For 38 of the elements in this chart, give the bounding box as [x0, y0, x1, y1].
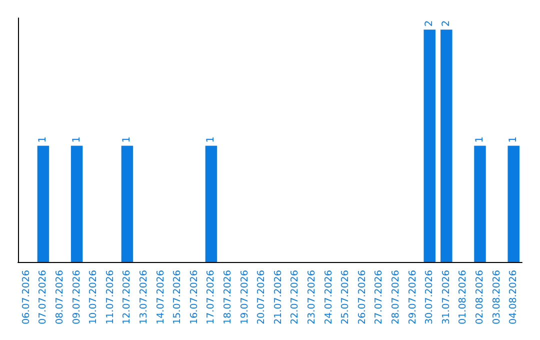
data-label: 2	[424, 20, 436, 27]
x-tick-label: 29.07.2026	[407, 270, 418, 324]
data-label: 1	[508, 136, 520, 143]
x-tick-label: 09.07.2026	[71, 270, 82, 324]
x-tick-label: 06.07.2026	[20, 270, 32, 324]
x-tick-label: 13.07.2026	[138, 270, 150, 324]
x-tick-label: 14.07.2026	[155, 270, 166, 324]
x-tick-label: 25.07.2026	[340, 270, 352, 324]
data-label: 2	[440, 20, 452, 27]
data-label: 1	[206, 136, 217, 143]
x-tick-label: 16.07.2026	[188, 270, 200, 324]
data-label: 1	[71, 136, 82, 143]
x-tick-label: 02.08.2026	[474, 270, 486, 324]
x-tick-label: 21.07.2026	[272, 270, 284, 324]
x-tick-label: 10.07.2026	[88, 270, 100, 324]
x-tick-label: 18.07.2026	[222, 270, 234, 324]
x-tick-label: 01.08.2026	[458, 270, 469, 324]
x-tick-label: 22.07.2026	[290, 270, 301, 324]
x-tick-label: 26.07.2026	[356, 270, 368, 324]
x-tick-label: 15.07.2026	[172, 270, 184, 324]
x-tick-label: 31.07.2026	[440, 270, 452, 324]
x-tick-label: 30.07.2026	[424, 270, 436, 324]
x-tick-label: 24.07.2026	[323, 270, 334, 324]
x-tick-label: 07.07.2026	[38, 270, 49, 324]
x-tick-label: 28.07.2026	[390, 270, 402, 324]
x-tick-label: 20.07.2026	[256, 270, 268, 324]
x-tick-label: 23.07.2026	[306, 270, 318, 324]
data-label: 1	[38, 136, 49, 143]
x-tick-label: 03.08.2026	[491, 270, 502, 324]
x-tick-label: 17.07.2026	[206, 270, 217, 324]
x-tick-label: 19.07.2026	[239, 270, 250, 324]
data-label: 1	[474, 136, 486, 143]
x-tick-label: 12.07.2026	[122, 270, 133, 324]
x-tick-label: 27.07.2026	[374, 270, 385, 324]
x-tick-label: 11.07.2026	[104, 270, 116, 324]
data-label: 1	[122, 136, 133, 143]
x-tick-label: 08.07.2026	[54, 270, 66, 324]
x-tick-label: 04.08.2026	[508, 270, 520, 324]
